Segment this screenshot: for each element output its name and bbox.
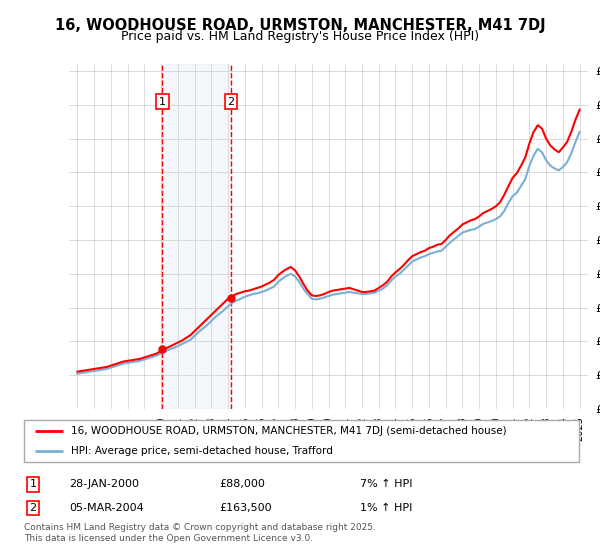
Text: 2: 2 bbox=[227, 96, 235, 106]
Text: 28-JAN-2000: 28-JAN-2000 bbox=[69, 479, 139, 489]
Text: 1: 1 bbox=[159, 96, 166, 106]
Text: 1% ↑ HPI: 1% ↑ HPI bbox=[360, 503, 412, 513]
Text: 05-MAR-2004: 05-MAR-2004 bbox=[69, 503, 144, 513]
Text: £163,500: £163,500 bbox=[219, 503, 272, 513]
Text: Contains HM Land Registry data © Crown copyright and database right 2025.
This d: Contains HM Land Registry data © Crown c… bbox=[24, 524, 376, 543]
Text: 7% ↑ HPI: 7% ↑ HPI bbox=[360, 479, 413, 489]
Bar bbox=[162, 64, 231, 409]
Text: 16, WOODHOUSE ROAD, URMSTON, MANCHESTER, M41 7DJ: 16, WOODHOUSE ROAD, URMSTON, MANCHESTER,… bbox=[55, 18, 545, 32]
FancyBboxPatch shape bbox=[24, 420, 579, 462]
Text: 16, WOODHOUSE ROAD, URMSTON, MANCHESTER, M41 7DJ (semi-detached house): 16, WOODHOUSE ROAD, URMSTON, MANCHESTER,… bbox=[71, 426, 507, 436]
Text: HPI: Average price, semi-detached house, Trafford: HPI: Average price, semi-detached house,… bbox=[71, 446, 333, 456]
Text: 2: 2 bbox=[29, 503, 37, 513]
Text: 1: 1 bbox=[29, 479, 37, 489]
Text: £88,000: £88,000 bbox=[219, 479, 265, 489]
Text: Price paid vs. HM Land Registry's House Price Index (HPI): Price paid vs. HM Land Registry's House … bbox=[121, 30, 479, 43]
